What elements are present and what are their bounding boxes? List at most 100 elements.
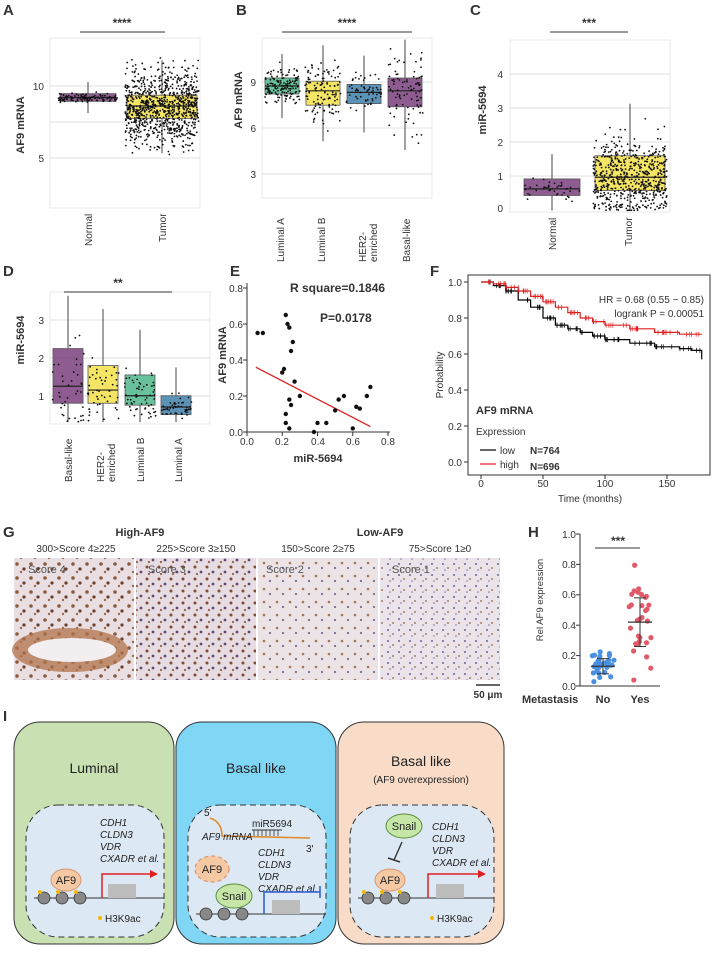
panel-c-ylabel: miR-5694: [477, 85, 489, 135]
snail-protein-label: Snail: [392, 821, 416, 833]
data-point: [615, 203, 618, 206]
data-point: [171, 106, 174, 109]
dot-yes: [634, 641, 640, 647]
panel-a-ytick: 5: [38, 154, 44, 165]
data-point: [620, 167, 622, 170]
data-point: [187, 149, 190, 152]
data-point: [279, 80, 282, 82]
data-point: [150, 75, 153, 78]
data-point: [129, 110, 131, 113]
data-point: [652, 179, 655, 182]
data-point: [173, 104, 176, 106]
data-point: [161, 133, 163, 135]
data-point: [643, 192, 645, 195]
data-point: [653, 194, 655, 197]
data-point: [416, 81, 419, 84]
data-point: [127, 115, 130, 118]
data-point: [155, 91, 157, 93]
data-point: [642, 183, 645, 186]
data-point: [186, 99, 189, 102]
data-point: [612, 136, 615, 139]
data-point: [663, 155, 666, 158]
data-point: [178, 392, 180, 395]
data-point: [185, 408, 188, 411]
data-point: [174, 403, 177, 405]
data-point: [64, 400, 67, 403]
data-point: [410, 98, 413, 101]
data-point: [170, 127, 173, 130]
data-point: [178, 128, 180, 131]
acetyl-mark: [56, 890, 60, 894]
box-basal-like: [52, 348, 84, 404]
data-point: [278, 83, 281, 86]
data-point: [136, 91, 139, 94]
data-point: [170, 72, 173, 75]
data-point: [169, 85, 172, 88]
data-point: [270, 92, 273, 95]
data-point: [659, 179, 662, 182]
data-point: [304, 84, 307, 87]
data-point: [124, 111, 127, 113]
data-point: [149, 89, 151, 92]
data-point: [274, 91, 277, 94]
data-point: [620, 197, 622, 200]
data-point: [173, 405, 176, 408]
data-point: [393, 115, 396, 118]
data-point: [158, 138, 161, 141]
data-point: [150, 106, 153, 109]
data-point: [322, 77, 325, 80]
data-point: [645, 160, 648, 163]
data-point: [168, 132, 171, 134]
data-point: [648, 199, 651, 202]
panel-b-category: HER2-enriched: [358, 224, 380, 262]
data-point: [143, 139, 146, 142]
data-point: [181, 114, 184, 117]
data-point: [338, 72, 341, 75]
data-point: [190, 401, 193, 403]
data-point: [412, 107, 415, 110]
data-point: [179, 397, 182, 400]
data-point: [143, 121, 146, 124]
cell-title: Basal like: [226, 760, 286, 776]
data-point: [606, 155, 609, 158]
data-point: [269, 73, 272, 75]
data-point: [370, 102, 372, 105]
data-point: [93, 94, 96, 97]
data-point: [190, 124, 193, 127]
data-point: [601, 179, 603, 182]
data-point: [630, 194, 632, 197]
data-point: [265, 102, 268, 104]
data-point: [629, 167, 631, 170]
data-point: [140, 85, 143, 88]
h3k9ac-label: H3K9ac: [437, 914, 473, 925]
data-point: [638, 167, 641, 170]
data-point: [664, 145, 666, 148]
data-point: [630, 209, 633, 212]
data-point: [643, 152, 645, 155]
data-point: [183, 84, 186, 87]
data-point: [615, 151, 618, 154]
gene: CDH1: [432, 822, 459, 833]
data-point: [598, 180, 601, 183]
data-point: [145, 396, 148, 399]
data-point: [188, 89, 190, 92]
data-point: [631, 190, 634, 193]
data-point: [334, 104, 337, 107]
gene-list: CDH1 CLDN3 VDR CXADR et al.: [432, 822, 491, 869]
panel-a-ylabel: AF9 mRNA: [15, 96, 27, 154]
data-point: [284, 86, 286, 89]
data-point: [535, 184, 538, 187]
data-point: [193, 75, 196, 77]
data-point: [419, 96, 422, 99]
data-point: [389, 47, 392, 50]
data-point: [628, 209, 631, 212]
scatter-point: [260, 330, 266, 336]
data-point: [149, 109, 152, 112]
panel-e-xtick: 0.4: [311, 437, 325, 448]
nucleosome: [55, 891, 69, 905]
data-point: [640, 189, 642, 192]
data-point: [178, 130, 181, 133]
data-point: [612, 169, 615, 172]
data-point: [339, 92, 342, 95]
panel-d-ytick: 3: [38, 316, 44, 327]
